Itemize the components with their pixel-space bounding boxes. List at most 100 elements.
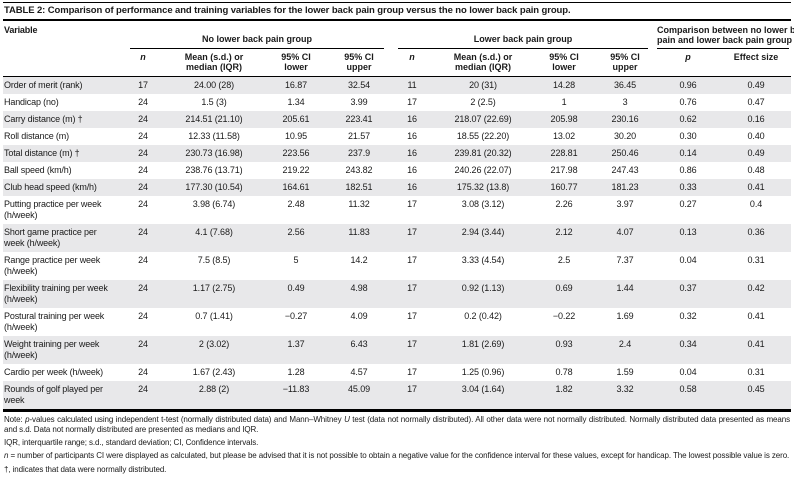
note-text-segment: -values calculated using independent t-t… (29, 415, 345, 424)
value-cell: 0.45 (747, 384, 765, 394)
subheader-row: n Mean (s.d.) or median (IQR) 95% CI lower 95… (3, 49, 792, 77)
value-cell: 1.69 (616, 311, 634, 321)
value-cell: 223.56 (282, 148, 310, 158)
value-cell: 160.77 (550, 182, 578, 192)
table-row: Postural training per week (h/week) 24 0.7… (3, 308, 791, 336)
value-cell: 0.16 (747, 114, 765, 124)
note-text-segment: †, indicates that data were normally dis… (4, 464, 167, 474)
value-cell: 24 (138, 311, 148, 321)
table-row: Order of merit (rank) 17 24.00 (28) 16.87 32… (3, 76, 792, 94)
title-rule (3, 19, 791, 21)
value-cell: 1.17 (2.75) (192, 283, 236, 293)
value-cell: 4.98 (350, 283, 368, 293)
value-cell: 30.20 (614, 131, 637, 141)
variable-cell: Weight training per week (h/week) (4, 339, 100, 360)
table-title: TABLE 2: Comparison of performance and t… (4, 5, 571, 16)
value-cell: 214.51 (21.10) (185, 114, 243, 124)
value-cell: 4.07 (616, 227, 634, 237)
value-cell: 0.04 (679, 367, 697, 377)
value-cell: 24 (138, 339, 148, 349)
value-cell: 1.5 (3) (201, 97, 227, 107)
value-cell: 1.28 (287, 367, 305, 377)
value-cell: 7.5 (8.5) (197, 255, 231, 265)
variable-cell: Ball speed (km/h) (4, 165, 72, 175)
value-cell: 2.12 (555, 227, 573, 237)
column-header-p-value: p (655, 49, 722, 77)
value-cell: 2.4 (618, 339, 632, 349)
top-rule (3, 2, 791, 3)
value-cell: 0.14 (679, 148, 697, 158)
value-cell: 0.78 (555, 367, 573, 377)
value-cell: 223.41 (345, 114, 373, 124)
note-text-segment: Note: (4, 415, 26, 424)
variable-cell: Rounds of golf played per week (4, 384, 103, 405)
page: TABLE 2: Comparison of performance and t… (0, 2, 794, 474)
value-cell: 0.62 (679, 114, 697, 124)
value-cell: 24 (138, 199, 148, 209)
table-row: Rounds of golf played per week 24 2.88 (2)… (3, 381, 792, 411)
table-row: Short game practice per week (h/week) 24 4… (3, 224, 792, 252)
value-cell: 182.51 (345, 182, 373, 192)
value-cell: 3.32 (616, 384, 634, 394)
variable-cell: Cardio per week (h/week) (4, 367, 103, 377)
table-row: Flexibility training per week (h/week) 24… (3, 280, 792, 308)
value-cell: 2 (3.02) (198, 339, 230, 349)
value-cell: 17 (407, 97, 417, 107)
table-note: n = number of participants CI were displ… (4, 451, 790, 461)
value-cell: 3.04 (1.64) (461, 384, 505, 394)
table-body: Order of merit (rank) 17 24.00 (28) 16.87 32… (3, 76, 792, 411)
group-header-no-lower-back-pain: No lower back pain group (123, 21, 391, 49)
value-cell: 17 (407, 367, 417, 377)
variable-column-header: Variable (3, 21, 123, 77)
value-cell: 0.31 (747, 255, 765, 265)
value-cell: 0.34 (679, 339, 697, 349)
column-header-ci-upper-lbp: 95% CI upper (595, 49, 656, 77)
value-cell: 4.1 (7.68) (195, 227, 233, 237)
value-cell: 1.25 (0.96) (461, 367, 505, 377)
value-cell: 0.4 (749, 199, 763, 209)
value-cell: 16 (407, 165, 417, 175)
value-cell: 0.31 (747, 367, 765, 377)
value-cell: 0.13 (679, 227, 697, 237)
value-cell: 0.36 (747, 227, 765, 237)
value-cell: 14.2 (350, 255, 368, 265)
variable-cell: Carry distance (m) † (4, 114, 83, 124)
value-cell: 2 (2.5) (470, 97, 496, 107)
value-cell: 243.82 (345, 165, 373, 175)
value-cell: 3.98 (6.74) (192, 199, 236, 209)
value-cell: 0.37 (679, 283, 697, 293)
value-cell: 24 (138, 182, 148, 192)
value-cell: 5 (293, 255, 299, 265)
value-cell: −0.27 (284, 311, 308, 321)
value-cell: 217.98 (550, 165, 578, 175)
value-cell: 1 (561, 97, 567, 107)
value-cell: 181.23 (611, 182, 639, 192)
table-row: Carry distance (m) † 24 214.51 (21.10) 205.… (3, 111, 792, 128)
value-cell: 32.54 (347, 80, 371, 90)
column-header-mean-no-lbp: Mean (s.d.) or median (IQR) (163, 49, 265, 77)
value-cell: 16 (407, 182, 417, 192)
value-cell: 12.33 (11.58) (188, 131, 240, 141)
value-cell: −0.22 (552, 311, 576, 321)
value-cell: 0.33 (679, 182, 697, 192)
value-cell: 1.81 (2.69) (461, 339, 505, 349)
value-cell: 250.46 (611, 148, 639, 158)
value-cell: 0.76 (679, 97, 697, 107)
value-cell: 18.55 (22.20) (456, 131, 510, 141)
value-cell: 16 (407, 131, 417, 141)
table-note: IQR, interquartile range; s.d., standard… (4, 438, 790, 448)
value-cell: 0.92 (1.13) (461, 283, 505, 293)
value-cell: 2.94 (3.44) (461, 227, 505, 237)
value-cell: 21.57 (347, 131, 371, 141)
value-cell: 24 (138, 227, 148, 237)
value-cell: 17 (407, 199, 417, 209)
note-text-segment: IQR, interquartile range; s.d., standard… (4, 438, 259, 448)
value-cell: 0.41 (747, 311, 765, 321)
value-cell: 0.49 (747, 148, 765, 158)
variable-cell: Club head speed (km/h) (4, 182, 97, 192)
value-cell: 10.95 (284, 131, 308, 141)
variable-cell: Flexibility training per week (h/week) (4, 283, 108, 304)
note-text-segment: n (4, 451, 9, 461)
value-cell: 0.41 (747, 339, 765, 349)
value-cell: 17 (138, 80, 148, 90)
